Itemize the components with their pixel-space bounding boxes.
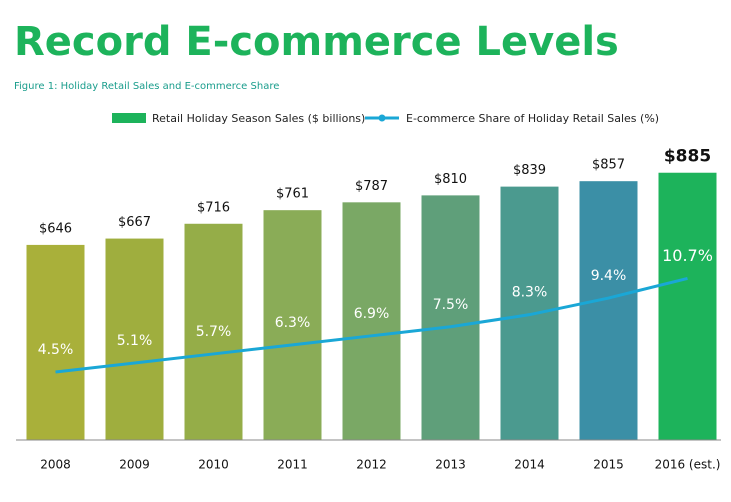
bar-value-label: $646	[39, 221, 72, 236]
chart-title: Record E-commerce Levels	[14, 19, 619, 65]
bar	[421, 195, 480, 440]
x-tick-label: 2010	[198, 458, 229, 472]
line-value-label: 6.3%	[275, 315, 311, 331]
line-value-label: 6.9%	[354, 306, 390, 322]
bar-value-label: $810	[434, 172, 467, 187]
bar-value-label: $761	[276, 187, 309, 202]
x-tick-label: 2015	[593, 458, 624, 472]
legend-label: E-commerce Share of Holiday Retail Sales…	[406, 112, 659, 125]
legend-swatch	[112, 113, 146, 123]
bar	[184, 223, 243, 440]
bar	[105, 238, 164, 440]
bar-value-label: $839	[513, 163, 546, 178]
line-value-label: 4.5%	[38, 342, 74, 358]
bar-value-label: $857	[592, 158, 625, 173]
x-tick-label: 2014	[514, 458, 545, 472]
line-value-label: 5.1%	[117, 333, 153, 349]
x-tick-label: 2011	[277, 458, 308, 472]
bar	[263, 210, 322, 440]
line-value-label: 7.5%	[433, 297, 469, 313]
line-value-label: 8.3%	[512, 285, 548, 301]
bar-value-label: $885	[664, 147, 711, 167]
line	[55, 276, 688, 374]
legend-marker	[378, 114, 386, 122]
bar-value-label: $667	[118, 215, 151, 230]
chart-subtitle: Figure 1: Holiday Retail Sales and E-com…	[14, 81, 279, 92]
bar-value-label: $716	[197, 200, 230, 215]
line-value-label: 9.4%	[591, 268, 627, 284]
legend-label: Retail Holiday Season Sales ($ billions)	[152, 112, 365, 125]
x-tick-label: 2012	[356, 458, 387, 472]
x-tick-label: 2008	[40, 458, 71, 472]
line-value-label: 10.7%	[662, 246, 713, 265]
bar	[26, 244, 85, 440]
line-value-label: 5.7%	[196, 324, 232, 340]
bar	[342, 202, 401, 440]
bar-value-label: $787	[355, 179, 388, 194]
bar	[658, 172, 717, 441]
bar	[579, 181, 638, 440]
x-tick-label: 2016 (est.)	[655, 458, 721, 472]
x-tick-label: 2013	[435, 458, 466, 472]
x-tick-label: 2009	[119, 458, 150, 472]
